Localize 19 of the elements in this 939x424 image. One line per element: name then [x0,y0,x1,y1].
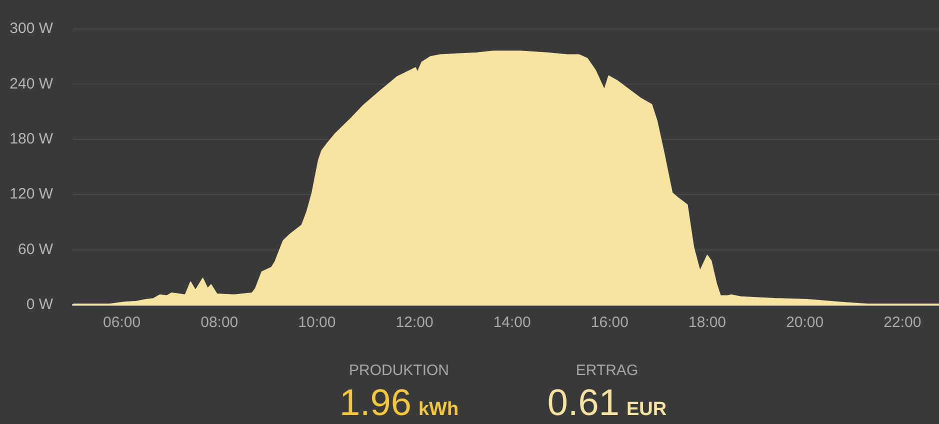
y-tick-label: 60 W [18,240,54,258]
y-tick-label: 0 W [26,296,54,314]
x-tick-label: 22:00 [884,314,922,332]
x-tick-label: 14:00 [493,314,531,332]
text: 1.96 kWh [339,382,459,423]
x-tick-label: 12:00 [396,314,434,332]
y-tick-label: 120 W [10,186,54,203]
x-tick-label: 10:00 [298,314,336,332]
x-tick-label: 08:00 [200,314,238,332]
y-tick-label: 240 W [10,75,54,92]
x-tick-label: 20:00 [786,314,824,332]
x-tick-label: 16:00 [590,314,628,332]
text: 0.61 EUR [547,382,667,423]
text: PRODUKTION [348,362,449,379]
y-tick-label: 180 W [10,130,54,148]
x-tick-label: 06:00 [103,314,141,332]
text: ERTRAG [576,362,638,379]
x-tick-label: 18:00 [688,314,726,332]
y-tick-label: 300 W [10,20,54,38]
